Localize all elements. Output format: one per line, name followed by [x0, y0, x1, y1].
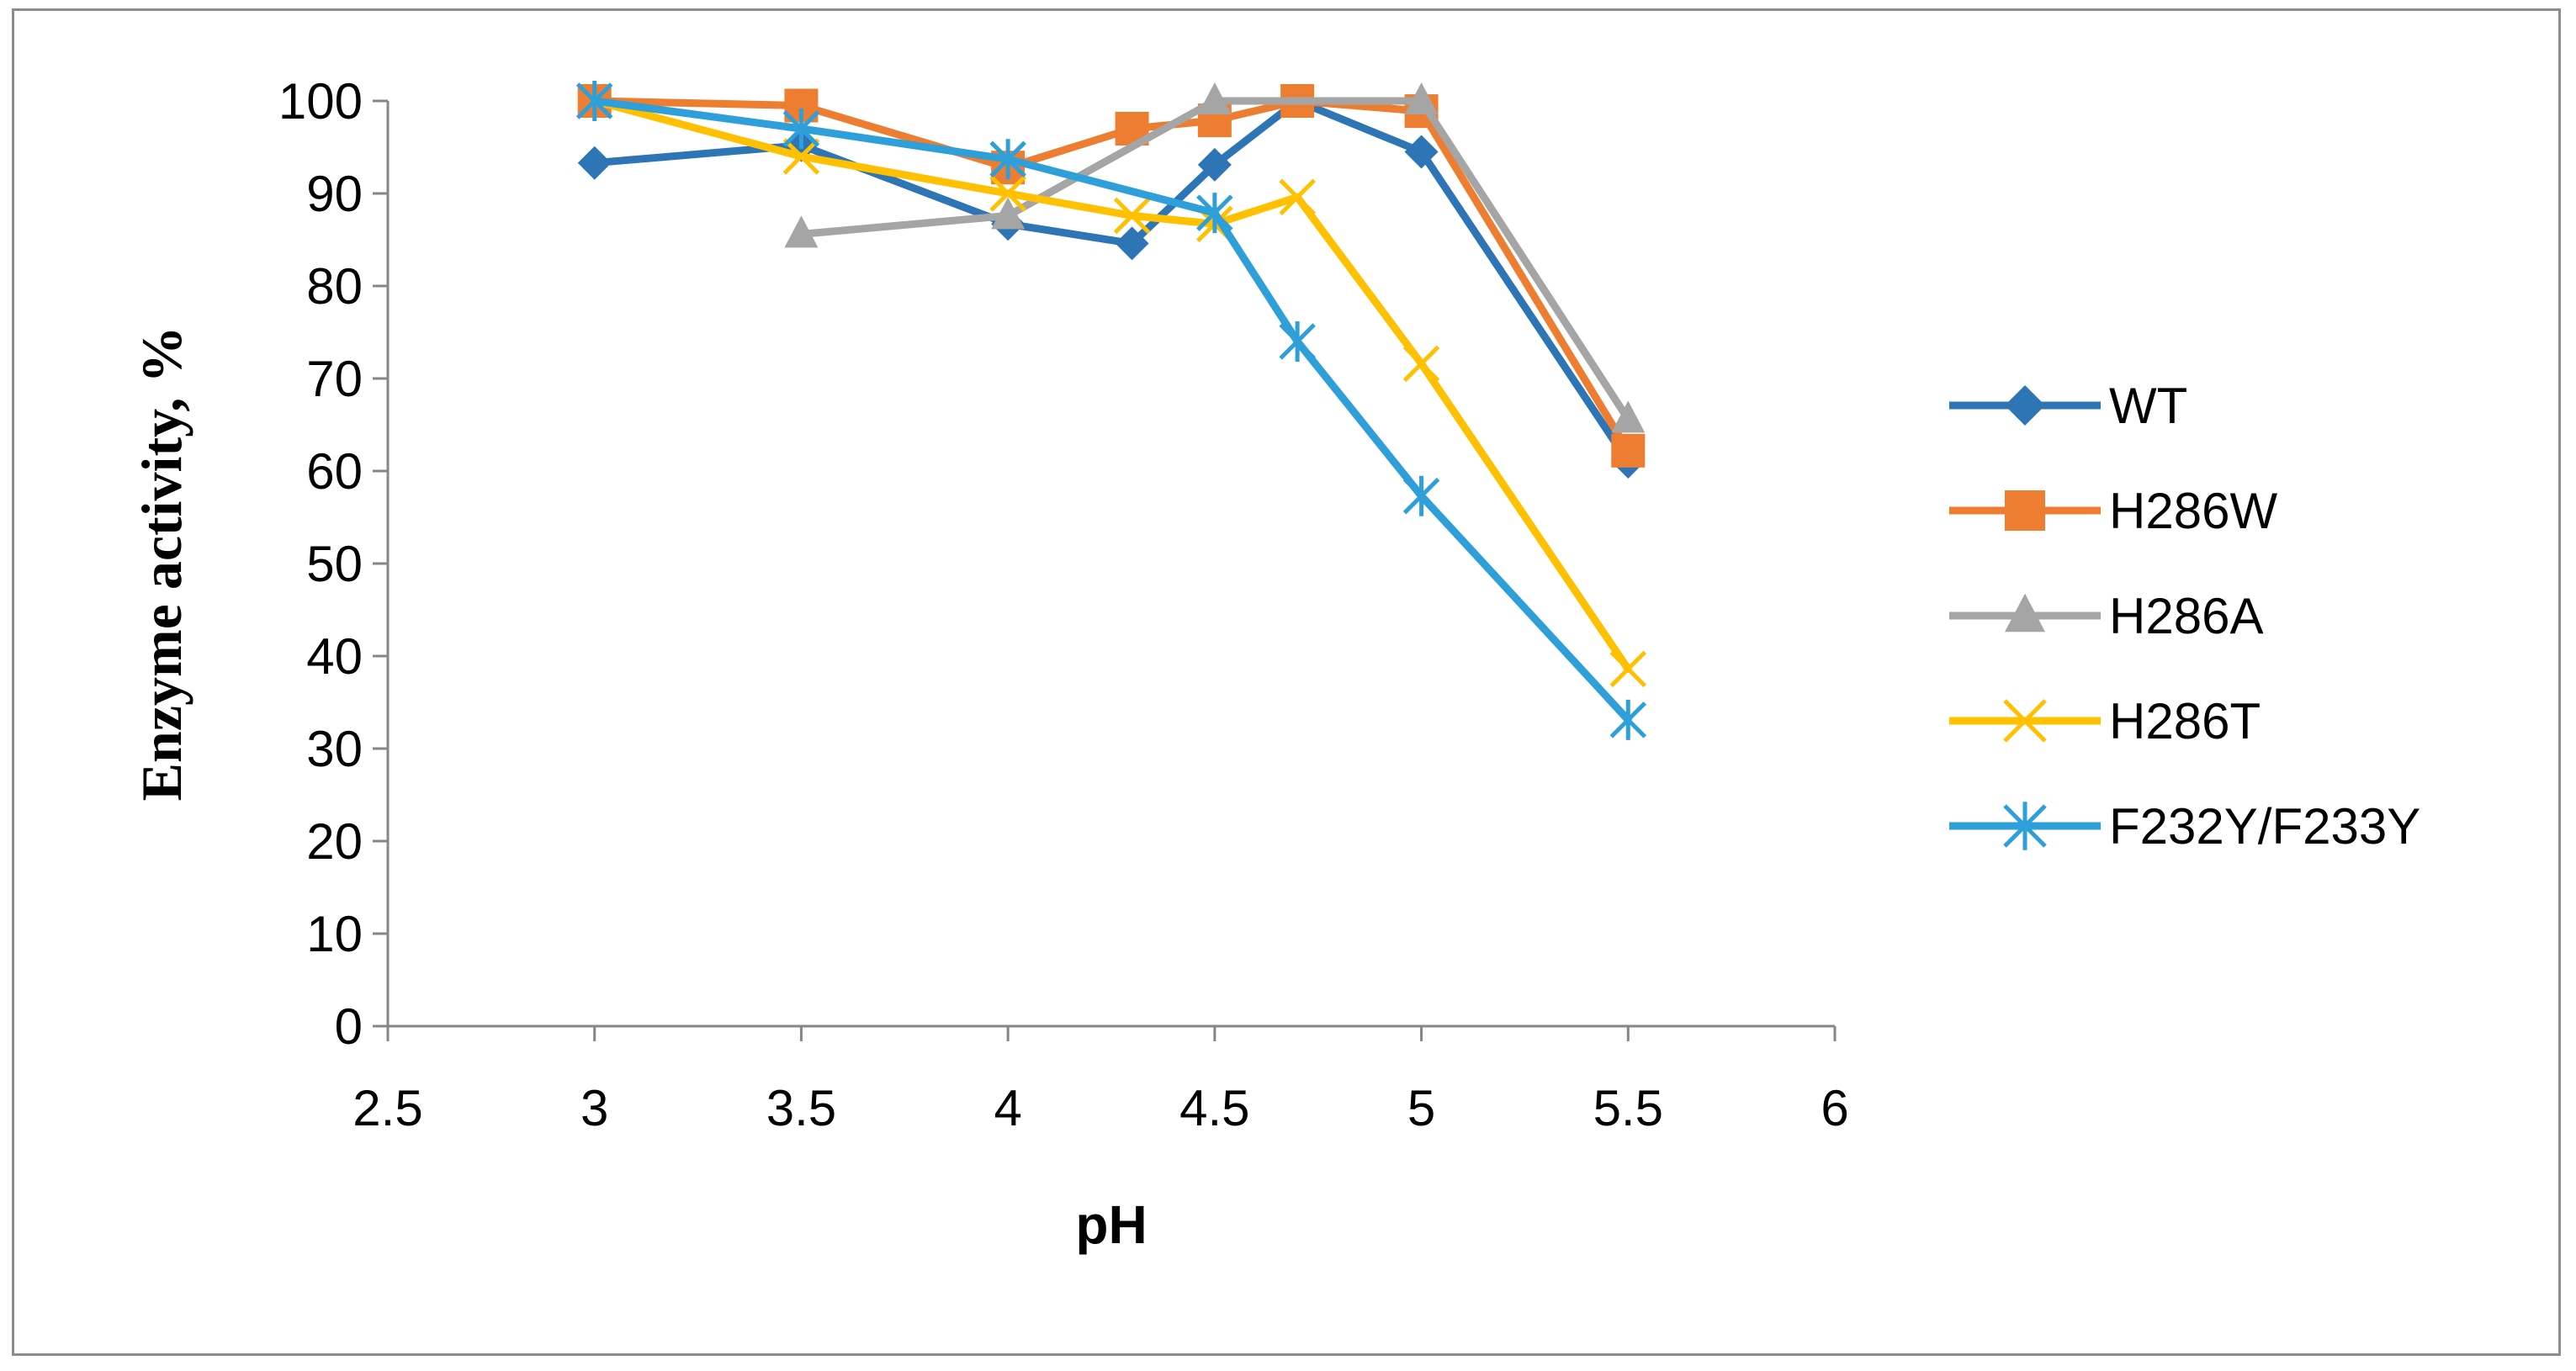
data-point	[784, 215, 819, 248]
legend: WT H286W H286A H286T F232Y/F233Y	[1949, 378, 2420, 855]
data-point	[782, 138, 820, 175]
x-tick-label: 6	[1821, 1080, 1848, 1136]
series-line	[591, 97, 1632, 673]
data-point	[1197, 82, 1232, 114]
x-tick-label: 4	[994, 1080, 1021, 1136]
x-axis-label: pH	[1075, 1194, 1147, 1255]
x-tick-label: 3.5	[766, 1080, 836, 1136]
y-tick-label: 80	[306, 258, 363, 315]
data-point	[1115, 226, 1149, 261]
y-tick-label: 90	[306, 166, 363, 222]
x-tick-label: 5.5	[1593, 1080, 1663, 1136]
legend-marker	[2003, 699, 2047, 743]
y-tick-label: 70	[306, 351, 363, 407]
data-point	[989, 139, 1026, 180]
data-point	[1113, 197, 1151, 235]
data-point	[1609, 699, 1647, 740]
data-point	[1404, 135, 1439, 169]
legend-marker	[2003, 802, 2047, 850]
data-point	[1402, 475, 1440, 516]
legend-marker	[2005, 385, 2045, 426]
y-tick-label: 40	[306, 628, 363, 685]
y-tick-label: 30	[306, 721, 363, 777]
x-ticks: 2.5 3 3.5 4 4.5 5 5.5 6	[352, 1026, 1849, 1136]
legend-label: WT	[2109, 378, 2187, 434]
y-tick-label: 20	[306, 813, 363, 870]
data-point	[1611, 433, 1646, 468]
legend-item: WT	[1949, 378, 2187, 434]
legend-item: H286A	[1949, 588, 2263, 644]
y-axis-label: Enzyme activity, %	[130, 326, 193, 802]
legend-marker	[2005, 490, 2045, 531]
legend-item: H286W	[1949, 483, 2277, 539]
data-point	[1609, 650, 1647, 688]
data-point	[991, 197, 1026, 230]
legend-label: H286T	[2109, 693, 2261, 749]
series-h286a	[784, 82, 1646, 433]
data-point	[782, 109, 820, 149]
legend-label: H286A	[2109, 588, 2263, 644]
series-f232y-f233y	[575, 81, 1647, 740]
y-ticks: 0 10 20 30 40 50 60 70 80 90 100	[278, 73, 388, 1055]
series-layer	[575, 81, 1647, 740]
legend-marker	[2005, 593, 2045, 633]
axes: 0 10 20 30 40 50 60 70 80 90 100 2.5 3 3.5 4 4.5 5 5.5 6	[278, 73, 1849, 1136]
legend-item: H286T	[1949, 693, 2261, 749]
y-tick-label: 0	[335, 998, 363, 1055]
y-tick-label: 60	[306, 443, 363, 500]
data-point	[1279, 321, 1316, 362]
data-point	[1402, 345, 1440, 383]
x-tick-label: 3	[580, 1080, 608, 1136]
data-point	[1279, 178, 1316, 216]
data-point	[1404, 82, 1439, 114]
data-point	[989, 175, 1026, 212]
x-tick-label: 2.5	[352, 1080, 422, 1136]
legend-label: F232Y/F233Y	[2109, 798, 2420, 855]
x-tick-label: 5	[1407, 1080, 1435, 1136]
data-point	[1197, 147, 1232, 182]
data-point	[1611, 400, 1646, 433]
series-h286t	[575, 82, 1647, 688]
legend-label: H286W	[2109, 483, 2277, 539]
y-tick-label: 100	[278, 73, 363, 130]
legend-item: F232Y/F233Y	[1949, 798, 2420, 855]
chart-frame: 0 10 20 30 40 50 60 70 80 90 100 2.5 3 3.5 4 4.5 5 5.5 6 …	[12, 8, 2561, 1356]
y-tick-label: 50	[306, 536, 363, 592]
y-tick-label: 10	[306, 906, 363, 962]
data-point	[1196, 193, 1233, 234]
data-point	[575, 81, 613, 121]
x-tick-label: 4.5	[1179, 1080, 1249, 1136]
data-point	[577, 146, 612, 180]
